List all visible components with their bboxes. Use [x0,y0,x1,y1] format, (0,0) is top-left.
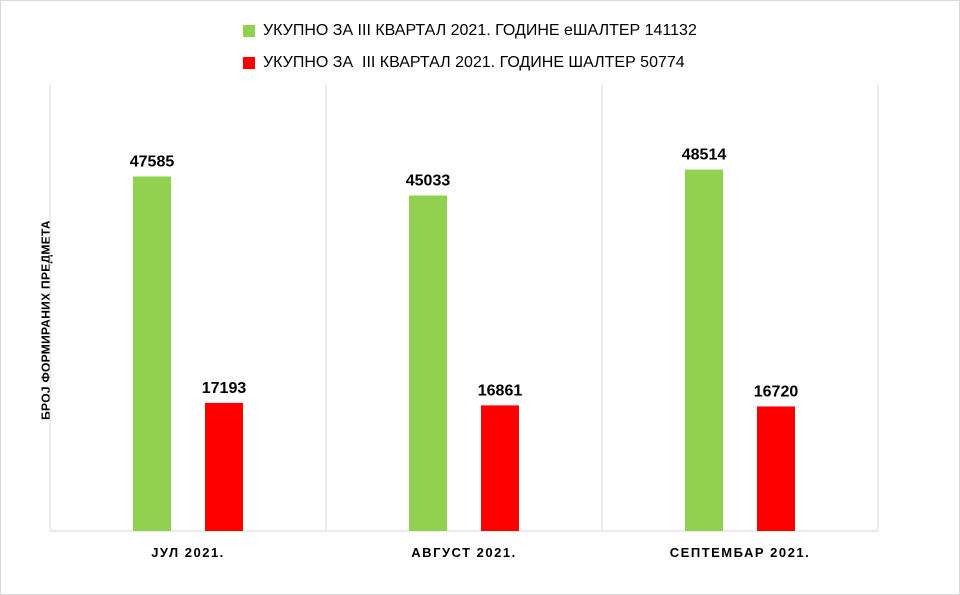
legend-swatch-green [243,25,255,37]
x-tick-label: АВГУСТ 2021. [411,545,516,560]
x-tick-label: ЈУЛ 2021. [151,545,225,560]
bar-value-label: 48514 [682,147,727,164]
bar-value-label: 17193 [202,380,247,397]
bar-value-label: 47585 [130,153,175,170]
bar-eshalter [685,169,723,532]
bar-value-label: 45033 [406,173,451,190]
x-tick-label: СЕПТЕМБАР 2021. [670,545,810,560]
bar-value-label: 16861 [478,382,523,399]
bar-shalter [205,402,243,531]
legend-label-eshalter: УКУПНО ЗА III КВАРТАЛ 2021. ГОДИНЕ еШАЛТ… [263,22,697,39]
legend-item-eshalter: УКУПНО ЗА III КВАРТАЛ 2021. ГОДИНЕ еШАЛТ… [243,22,697,40]
bar-shalter [757,406,795,531]
legend-swatch-red [243,57,255,69]
bar-eshalter [133,176,171,531]
bar-shalter [481,405,519,531]
bar-eshalter [409,195,447,531]
bar-value-label: 16720 [754,383,799,400]
legend-item-shalter: УКУПНО ЗА III КВАРТАЛ 2021. ГОДИНЕ ШАЛТЕ… [243,54,685,72]
legend-label-shalter: УКУПНО ЗА III КВАРТАЛ 2021. ГОДИНЕ ШАЛТЕ… [263,54,685,71]
